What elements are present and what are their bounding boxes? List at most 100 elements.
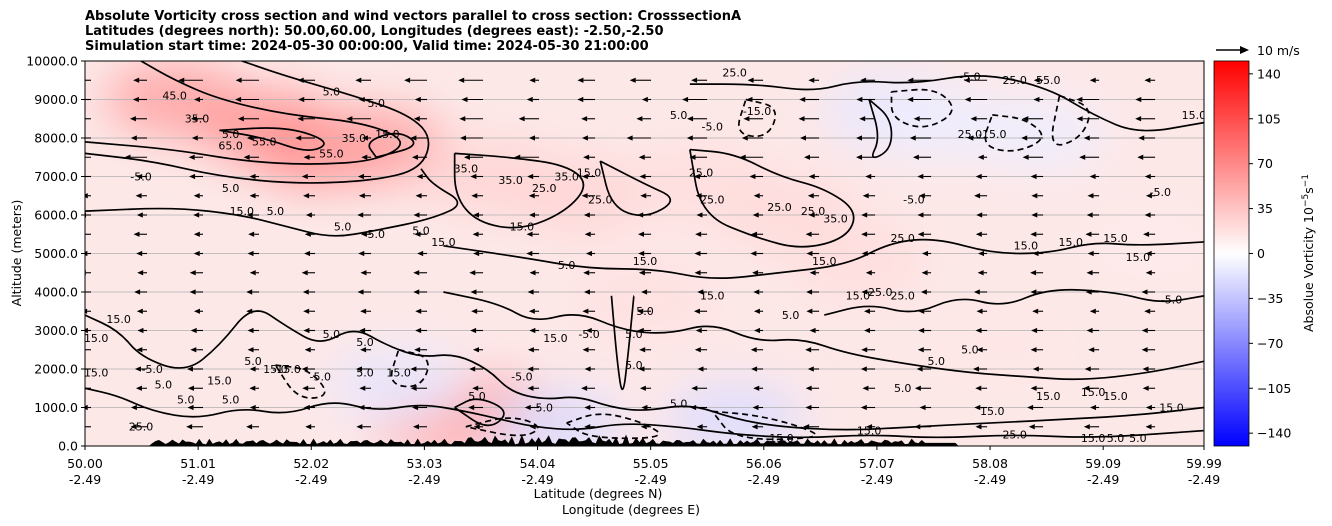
wind-vector-head bbox=[360, 308, 367, 314]
wind-vector bbox=[581, 385, 596, 391]
wind-vector-head bbox=[527, 347, 534, 353]
wind-vector bbox=[860, 366, 876, 372]
wind-vector-head bbox=[137, 270, 144, 276]
wind-vector-head bbox=[404, 77, 411, 83]
wind-vector bbox=[1022, 154, 1044, 160]
contour-label: 5.0 bbox=[636, 305, 654, 318]
wind-vector bbox=[526, 250, 540, 257]
contour-label: 35.0 bbox=[342, 132, 367, 145]
wind-vector bbox=[133, 231, 148, 237]
contour-line bbox=[610, 295, 635, 391]
wind-vector-head bbox=[859, 116, 866, 122]
wind-vector-head bbox=[1030, 385, 1037, 391]
wind-vector bbox=[806, 250, 820, 257]
wind-vector-head bbox=[303, 154, 310, 160]
contour-label: 25.0 bbox=[958, 128, 983, 141]
wind-vector-head bbox=[637, 308, 644, 314]
wind-vector-head bbox=[1022, 154, 1029, 160]
wind-vector-head bbox=[357, 289, 364, 295]
wind-vector-head bbox=[360, 270, 367, 276]
wind-vector bbox=[1144, 212, 1156, 218]
wind-vector-head bbox=[798, 116, 805, 122]
wind-vector-head bbox=[809, 270, 816, 276]
contour-label: 45.0 bbox=[162, 90, 187, 103]
colorbar-tick-label: 35 bbox=[1257, 201, 1273, 216]
wind-vector bbox=[638, 231, 652, 237]
wind-vector bbox=[909, 135, 932, 141]
colorbar-label-base: Absolue Vorticity 10 bbox=[1301, 207, 1316, 332]
contour-label: 35.0 bbox=[454, 163, 479, 176]
wind-vector-head bbox=[689, 154, 696, 160]
wind-vector bbox=[1076, 116, 1100, 122]
wind-vector-head bbox=[918, 193, 925, 199]
wind-vector bbox=[249, 173, 260, 180]
wind-vector-head bbox=[977, 154, 984, 160]
wind-vector bbox=[1083, 135, 1100, 141]
vorticity-patch bbox=[328, 346, 469, 423]
wind-vector bbox=[1145, 270, 1156, 276]
contour-label: 5.0 bbox=[782, 309, 800, 322]
wind-vector-head bbox=[468, 404, 475, 411]
wind-vector-head bbox=[753, 193, 760, 199]
wind-vector bbox=[190, 116, 204, 122]
wind-vector-head bbox=[191, 135, 198, 141]
wind-vector bbox=[967, 135, 988, 141]
wind-vector bbox=[809, 327, 820, 334]
wind-vector-head bbox=[637, 327, 644, 334]
wind-vector-head bbox=[470, 173, 477, 180]
wind-vector-head bbox=[412, 404, 419, 411]
wind-vector-head bbox=[922, 250, 929, 257]
wind-vector-head bbox=[415, 327, 422, 334]
contour-label: 5.0 bbox=[367, 97, 385, 110]
wind-vector-head bbox=[524, 404, 531, 411]
wind-vector bbox=[302, 289, 316, 295]
wind-vector bbox=[917, 173, 932, 180]
wind-vector bbox=[697, 366, 708, 372]
wind-vector-head bbox=[975, 424, 982, 430]
wind-vector-head bbox=[862, 385, 869, 391]
x-tick-label-lon: -2.49 bbox=[295, 472, 327, 487]
wind-vector-head bbox=[747, 77, 754, 83]
wind-vector bbox=[132, 96, 148, 103]
wind-vector bbox=[137, 270, 148, 276]
contour-label: -5.0 bbox=[903, 193, 924, 206]
wind-vector-head bbox=[1031, 193, 1038, 199]
wind-vector bbox=[581, 135, 596, 141]
wind-vector bbox=[641, 404, 652, 411]
wind-vector bbox=[360, 347, 372, 353]
wind-vector-head bbox=[907, 96, 914, 103]
wind-vector bbox=[696, 424, 708, 430]
wind-vector bbox=[247, 327, 260, 334]
wind-vector bbox=[193, 250, 204, 257]
wind-vector bbox=[913, 116, 932, 122]
wind-vector-head bbox=[808, 77, 815, 83]
wind-vector-head bbox=[694, 347, 701, 353]
wind-vector-head bbox=[246, 308, 253, 314]
colorbar-tick-label: 0 bbox=[1257, 246, 1265, 261]
quiver-key: 10 m/s bbox=[1216, 43, 1300, 58]
wind-vector bbox=[246, 308, 260, 314]
colorbar-tick-label: −70 bbox=[1257, 336, 1283, 351]
wind-vector bbox=[1032, 250, 1044, 257]
wind-vector bbox=[585, 327, 596, 334]
wind-vector bbox=[414, 347, 428, 353]
wind-vector-head bbox=[865, 270, 872, 276]
contour-label: 5.0 bbox=[267, 205, 285, 218]
wind-vector bbox=[527, 289, 540, 295]
wind-vector-head bbox=[1090, 404, 1097, 411]
contour-label: 5.0 bbox=[894, 382, 912, 395]
wind-vector-head bbox=[861, 250, 868, 257]
wind-vector bbox=[805, 347, 820, 353]
wind-vector-head bbox=[189, 173, 196, 180]
wind-vector bbox=[866, 424, 876, 430]
wind-vector-head bbox=[975, 327, 982, 334]
wind-vector-head bbox=[1135, 96, 1142, 103]
contour-label: 15.0 bbox=[1126, 251, 1151, 264]
wind-vector bbox=[975, 385, 988, 391]
wind-vector-head bbox=[246, 289, 253, 295]
wind-vector-head bbox=[1083, 385, 1090, 391]
contour-line-negative bbox=[984, 114, 1043, 152]
wind-vector bbox=[918, 308, 932, 314]
wind-vector-head bbox=[193, 250, 200, 257]
contour-label: 25.0 bbox=[801, 205, 826, 218]
